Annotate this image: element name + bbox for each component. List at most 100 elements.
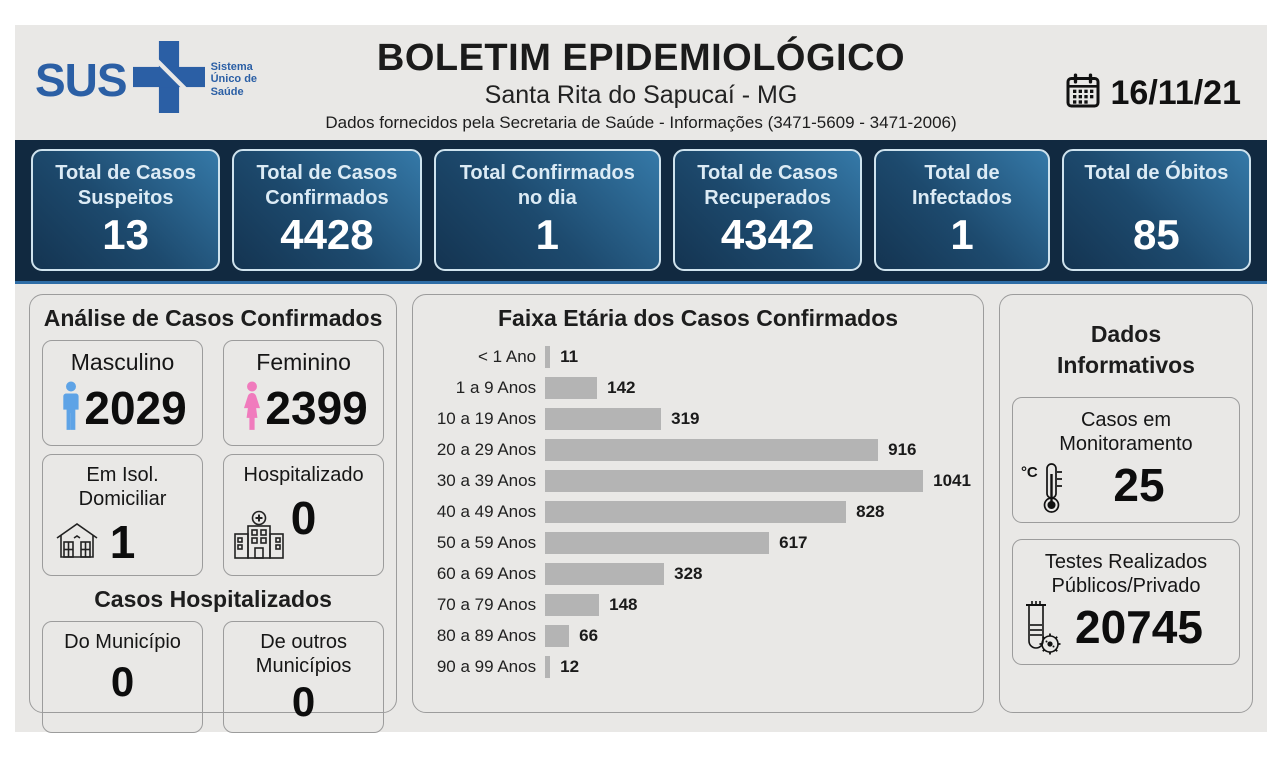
hospitalizado-card: Hospitalizado [223,454,385,576]
masculino-value-row: 2029 [49,381,196,436]
chart-bar [545,532,770,554]
isolamento-value-row: 1 [49,515,196,569]
male-person-icon [58,381,84,436]
chart-title: Faixa Etária dos Casos Confirmados [497,305,899,331]
outros-municipios-card: De outros Municípios 0 [223,621,385,733]
chart-category-label: 70 a 79 Anos [436,595,537,614]
monitoramento-label: Casos em Monitoramento [1059,409,1193,456]
sus-logo-tagline: Sistema Único de Saúde [210,60,258,98]
hospitalizado-label: Hospitalizado [243,464,364,486]
chart-value-label: 1041 [933,471,971,490]
chart-category-label: 40 a 49 Anos [436,502,537,521]
chart-value-label: 319 [671,409,700,428]
outros-municipios-value-row: 0 [230,678,377,726]
info-panel: Dados Informativos Casos em Monitorament… [998,294,1253,713]
outros-municipios-label: De outros Municípios [255,631,352,677]
sus-logo-text: SUS [35,53,128,106]
chart-category-label: 50 a 59 Anos [436,533,537,552]
house-icon [51,520,103,565]
sus-logo: SUS Sistema Único de Saúde [35,41,277,118]
chart-value-label: 66 [579,626,599,645]
chart-value-label: 12 [560,657,580,676]
age-bar-chart: < 1 Ano 11 1 a 9 Anos 142 10 a 19 Anos 319 20 … [425,346,971,678]
chart-category-label: 80 a 89 Anos [436,626,537,645]
testes-label: Testes Realizados Públicos/Privado [1044,551,1208,598]
chart-bar [545,656,551,678]
chart-row: 10 a 19 Anos 319 [427,408,971,430]
calendar-icon [1063,71,1103,116]
stat-value: 13 [102,211,149,258]
bulletin-page: SUS Sistema Único de Saúde BOLETIM EPIDE… [15,25,1267,733]
hospital-icon [232,510,286,565]
municipio-card: Do Município 0 [42,621,204,733]
report-date: 16/11/21 [1063,71,1241,116]
header: SUS Sistema Único de Saúde BOLETIM EPIDE… [15,25,1267,140]
date-value: 16/11/21 [1110,74,1241,112]
chart-value-label: 148 [609,595,638,614]
municipio-value-row: 0 [49,658,196,706]
isolamento-value: 1 [109,516,136,568]
thermometer-icon: °C [1021,462,1064,514]
female-person-icon [239,381,265,436]
hospitalizado-value-row: 0 [230,491,377,545]
municipio-value: 0 [110,658,135,705]
chart-category-label: 90 a 99 Anos [436,657,537,676]
stat-card-obitos: Total de Óbitos 85 [1061,149,1252,271]
chart-category-label: 60 a 69 Anos [436,564,537,583]
chart-row: 1 a 9 Anos 142 [427,377,971,399]
summary-band: Total de Casos Suspeitos 13 Total de Cas… [15,140,1267,284]
stat-label: Total Confirmados no dia [459,162,635,209]
celsius-label: °C [1020,464,1038,482]
chart-bar [545,408,662,430]
stat-value: 85 [1133,211,1180,258]
feminino-value: 2399 [265,382,368,435]
city-subtitle: Santa Rita do Sapucaí - MG [484,81,798,109]
chart-value-label: 11 [560,347,579,366]
age-chart-panel: Faixa Etária dos Casos Confirmados < 1 A… [412,294,984,713]
chart-category-label: 1 a 9 Anos [455,378,537,397]
hospitalizados-section-title: Casos Hospitalizados [94,586,332,612]
chart-row: 70 a 79 Anos 148 [427,594,971,616]
chart-row: < 1 Ano 11 [427,346,971,368]
feminino-card: Feminino 2399 [223,340,385,446]
stat-label: Total de Óbitos [1084,162,1229,184]
chart-bar [545,470,924,492]
chart-value-label: 617 [779,533,808,552]
stat-label: Total de Casos Recuperados [697,162,839,209]
chart-category-label: 10 a 19 Anos [436,409,537,428]
isolamento-label: Em Isol. Domiciliar [78,464,167,510]
chart-bar [545,625,570,647]
stat-card-infectados: Total de Infectados 1 [874,149,1050,271]
chart-row: 60 a 69 Anos 328 [427,563,971,585]
feminino-value-row: 2399 [230,381,377,436]
chart-row: 90 a 99 Anos 12 [427,656,971,678]
chart-value-label: 828 [856,502,885,521]
testes-value: 20745 [1075,601,1203,654]
testes-card: Testes Realizados Públicos/Privado [1011,539,1240,666]
chart-category-label: 30 a 39 Anos [436,471,537,490]
isolamento-card: Em Isol. Domiciliar 1 [42,454,204,576]
chart-value-label: 916 [888,440,917,459]
chart-bar [545,594,600,616]
chart-value-label: 328 [674,564,703,583]
stat-card-confirmados: Total de Casos Confirmados 4428 [232,149,422,271]
chart-category-label: 20 a 29 Anos [436,440,537,459]
sus-cross-icon [132,41,205,118]
chart-bar [545,563,665,585]
stat-label: Total de Casos Suspeitos [55,162,197,209]
chart-bar [545,346,551,368]
masculino-card: Masculino 2029 [42,340,204,446]
main-content: Análise de Casos Confirmados Masculino 2… [15,284,1267,733]
stat-value: 4428 [280,211,374,258]
chart-row: 50 a 59 Anos 617 [427,532,971,554]
chart-value-label: 142 [607,378,636,397]
monitoramento-card: Casos em Monitoramento °C 25 [1011,397,1240,524]
feminino-label: Feminino [256,349,351,375]
masculino-value: 2029 [84,382,187,435]
chart-row: 30 a 39 Anos 1041 [427,470,971,492]
analysis-panel: Análise de Casos Confirmados Masculino 2… [29,294,398,733]
stat-value: 1 [535,211,559,258]
stat-value: 1 [950,211,974,258]
chart-category-label: < 1 Ano [477,347,537,366]
stat-value: 4342 [720,211,815,258]
